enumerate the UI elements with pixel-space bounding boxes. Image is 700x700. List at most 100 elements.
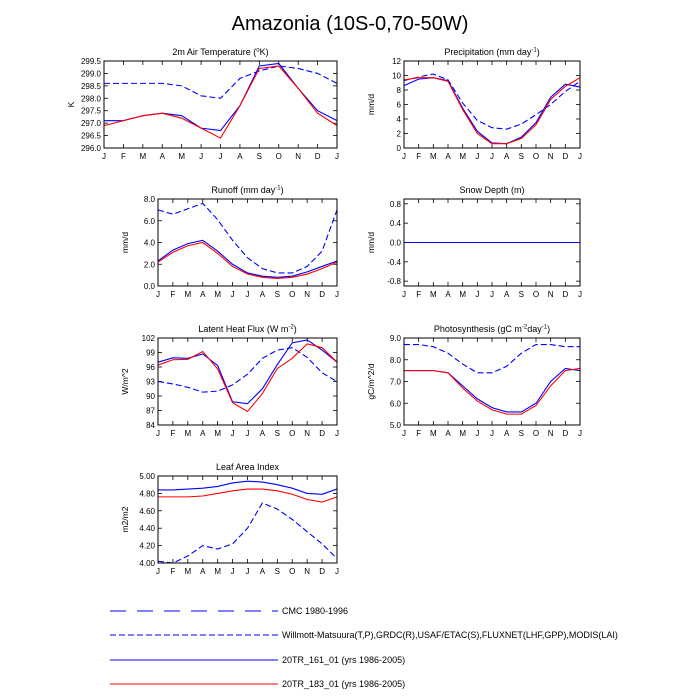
x-tick-label: J xyxy=(335,290,339,299)
x-tick-label: F xyxy=(416,290,421,299)
y-tick-label: 297.0 xyxy=(81,119,102,128)
y-tick-label: 299.5 xyxy=(81,57,102,66)
y-tick-label: 4.60 xyxy=(139,507,155,516)
x-tick-label: A xyxy=(260,567,266,576)
x-tick-label: A xyxy=(160,152,166,161)
y-tick-label: 4.00 xyxy=(139,559,155,568)
x-tick-label: A xyxy=(260,429,266,438)
x-tick-label: A xyxy=(504,429,510,438)
title-text: K) xyxy=(260,47,269,57)
y-tick-label: 0.0 xyxy=(144,282,156,291)
x-tick-label: J xyxy=(475,429,479,438)
y-tick-label: 4.40 xyxy=(139,524,155,533)
x-tick-label: S xyxy=(519,429,524,438)
x-tick-label: F xyxy=(170,429,175,438)
x-tick-label: J xyxy=(156,429,160,438)
plot-frame xyxy=(157,198,338,287)
y-tick-label: 298.0 xyxy=(81,94,102,103)
x-tick-label: J xyxy=(475,152,479,161)
y-tick-label: 299.0 xyxy=(81,69,102,78)
x-tick-label: J xyxy=(578,290,582,299)
panel-title: 2m Air Temperature (oK) xyxy=(172,47,268,57)
x-tick-label: N xyxy=(548,429,554,438)
y-axis-label: m2/m2 xyxy=(120,506,130,532)
x-tick-label: J xyxy=(402,429,406,438)
panel-title: Leaf Area Index xyxy=(216,462,280,472)
x-tick-label: N xyxy=(304,290,310,299)
x-tick-label: A xyxy=(260,290,266,299)
y-tick-label: 12 xyxy=(392,57,401,66)
y-tick-label: 4 xyxy=(397,115,402,124)
title-text: Snow Depth (m) xyxy=(459,185,524,195)
chart-panel: 2m Air Temperature (oK)J F M A M J J A S O N D J296.… xyxy=(66,47,339,161)
panel-title: Snow Depth (m) xyxy=(459,185,524,195)
legend-label: CMC 1980-1996 xyxy=(282,606,348,616)
x-tick-label: J xyxy=(490,152,494,161)
title-superscript: o xyxy=(256,48,260,54)
x-tick-label: M xyxy=(178,152,185,161)
y-tick-label: 84 xyxy=(146,421,155,430)
x-tick-label: M xyxy=(459,152,466,161)
panel-title: Precipitation (mm day-1) xyxy=(444,47,539,57)
x-tick-label: S xyxy=(275,429,280,438)
y-tick-label: -0.4 xyxy=(387,258,401,267)
title-text: ) xyxy=(294,324,297,334)
x-tick-label: O xyxy=(289,429,295,438)
x-tick-label: M xyxy=(139,152,146,161)
x-tick-label: N xyxy=(548,152,554,161)
x-tick-label: J xyxy=(102,152,106,161)
y-tick-label: 6.0 xyxy=(390,399,402,408)
x-tick-label: F xyxy=(170,567,175,576)
y-tick-label: 4.0 xyxy=(144,239,156,248)
x-tick-label: J xyxy=(156,567,160,576)
y-tick-label: 87 xyxy=(146,407,155,416)
series-line-20tr-161-01 xyxy=(157,239,338,278)
series-line-20tr-183-01 xyxy=(404,367,581,415)
x-tick-label: J xyxy=(402,290,406,299)
title-text: 2m Air Temperature ( xyxy=(172,47,256,57)
x-tick-label: N xyxy=(304,567,310,576)
y-axis-label: K xyxy=(66,101,76,107)
chart-panel: Photosynthesis (gC m-2day-1)J F M A M J J A S O N D… xyxy=(366,324,582,438)
x-tick-label: M xyxy=(184,290,191,299)
title-text: Leaf Area Index xyxy=(216,462,280,472)
legend-label: 20TR_161_01 (yrs 1986-2005) xyxy=(282,655,405,665)
panel-title: Latent Heat Flux (W m-2) xyxy=(198,324,296,334)
y-tick-label: 2.0 xyxy=(144,260,156,269)
plot-frame xyxy=(157,475,338,564)
x-tick-label: M xyxy=(184,567,191,576)
y-tick-label: 0.0 xyxy=(390,239,402,248)
x-tick-label: J xyxy=(335,152,339,161)
x-tick-label: D xyxy=(315,152,321,161)
y-tick-label: 7.0 xyxy=(390,378,402,387)
title-text: Runoff (mm day xyxy=(211,185,275,195)
y-tick-label: 8 xyxy=(397,86,402,95)
legend-label: Willmott-Matsuura(T,P),GRDC(R),USAF/ETAC… xyxy=(282,630,618,640)
x-tick-label: J xyxy=(246,429,250,438)
x-tick-label: J xyxy=(490,290,494,299)
x-tick-label: A xyxy=(445,152,451,161)
x-tick-label: M xyxy=(430,152,437,161)
y-tick-label: 96 xyxy=(146,363,155,372)
x-tick-label: M xyxy=(214,290,221,299)
title-superscript: -2 xyxy=(288,325,294,331)
y-tick-label: 102 xyxy=(142,334,156,343)
x-tick-label: J xyxy=(156,290,160,299)
x-tick-label: O xyxy=(289,290,295,299)
x-tick-label: J xyxy=(335,567,339,576)
x-tick-label: A xyxy=(237,152,243,161)
y-tick-label: 5.00 xyxy=(139,472,155,481)
x-tick-label: D xyxy=(319,290,325,299)
x-tick-label: A xyxy=(200,567,206,576)
title-text: Photosynthesis (gC m xyxy=(434,324,522,334)
x-tick-label: F xyxy=(416,152,421,161)
x-tick-label: D xyxy=(562,152,568,161)
x-tick-label: J xyxy=(246,290,250,299)
y-tick-label: 99 xyxy=(146,349,155,358)
y-axis-label: mm/d xyxy=(366,94,376,116)
y-tick-label: 2 xyxy=(397,130,402,139)
y-tick-label: 90 xyxy=(146,392,155,401)
x-tick-label: J xyxy=(335,429,339,438)
main-title: Amazonia (10S-0,70-50W) xyxy=(232,13,469,35)
